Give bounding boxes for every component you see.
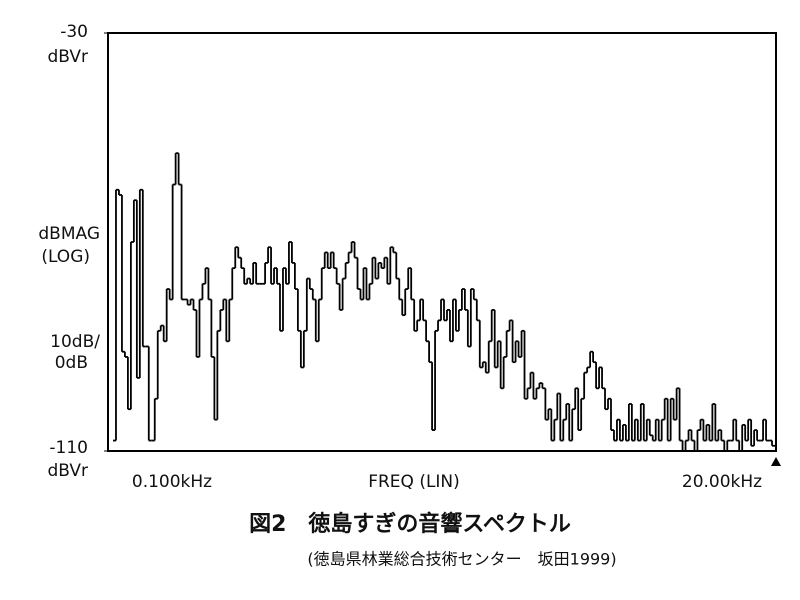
y-tick-label: -110 (49, 438, 88, 458)
x-tick-label: 0.100kHz (132, 472, 212, 492)
marker (771, 457, 781, 466)
y-label: (LOG) (41, 247, 90, 267)
scale-label: 0dB (55, 353, 88, 373)
scale-label: 10dB/ (50, 332, 100, 352)
y-tick-label: -30 (60, 22, 88, 42)
y-label: dBMAG (38, 224, 100, 244)
y-unit: dBVr (47, 461, 88, 481)
plot-frame (107, 32, 777, 452)
x-label: FREQ (LIN) (368, 472, 460, 492)
x-tick-label: 20.00kHz (682, 472, 762, 492)
y-unit: dBVr (47, 47, 88, 67)
chart-subtitle: (徳島県林業総合技術センター 坂田1999) (307, 550, 616, 569)
chart-title: 図2 徳島すぎの音響スペクトル (249, 511, 571, 537)
